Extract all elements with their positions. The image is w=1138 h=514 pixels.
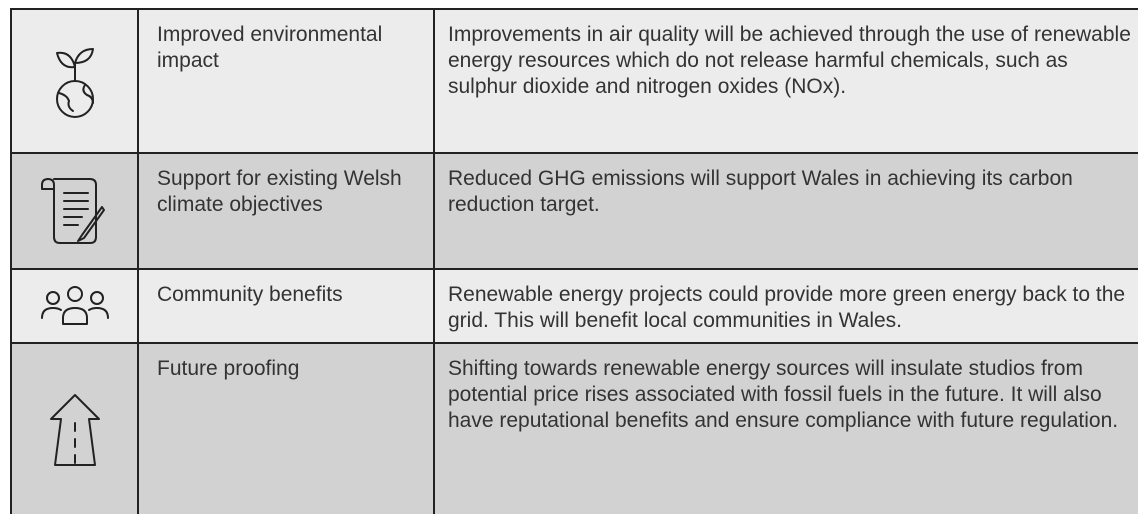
plant-globe-icon xyxy=(55,48,94,118)
row: Community benefits Renewable energy proj… xyxy=(10,268,1138,344)
row-description: Renewable energy projects could provide … xyxy=(433,268,1138,344)
row-title: Improved environmental impact xyxy=(137,8,435,154)
row: Improved environmental impact Improvemen… xyxy=(10,8,1138,154)
icon-cell xyxy=(10,342,139,514)
icon-cell xyxy=(10,152,139,270)
icon-cell xyxy=(10,268,139,344)
row-title: Community benefits xyxy=(137,268,435,344)
row-title: Future proofing xyxy=(137,342,435,514)
row-description: Improvements in air quality will be achi… xyxy=(433,8,1138,154)
people-icon xyxy=(40,286,109,325)
icon-cell xyxy=(10,8,139,154)
scroll-icon xyxy=(40,178,105,244)
road-icon xyxy=(49,394,100,466)
row-description: Reduced GHG emissions will support Wales… xyxy=(433,152,1138,270)
row-title: Support for existing Welsh climate objec… xyxy=(137,152,435,270)
row: Future proofing Shifting towards renewab… xyxy=(10,342,1138,514)
row: Support for existing Welsh climate objec… xyxy=(10,152,1138,270)
benefits-table: Improved environmental impact Improvemen… xyxy=(10,8,1138,514)
row-description: Shifting towards renewable energy source… xyxy=(433,342,1138,514)
